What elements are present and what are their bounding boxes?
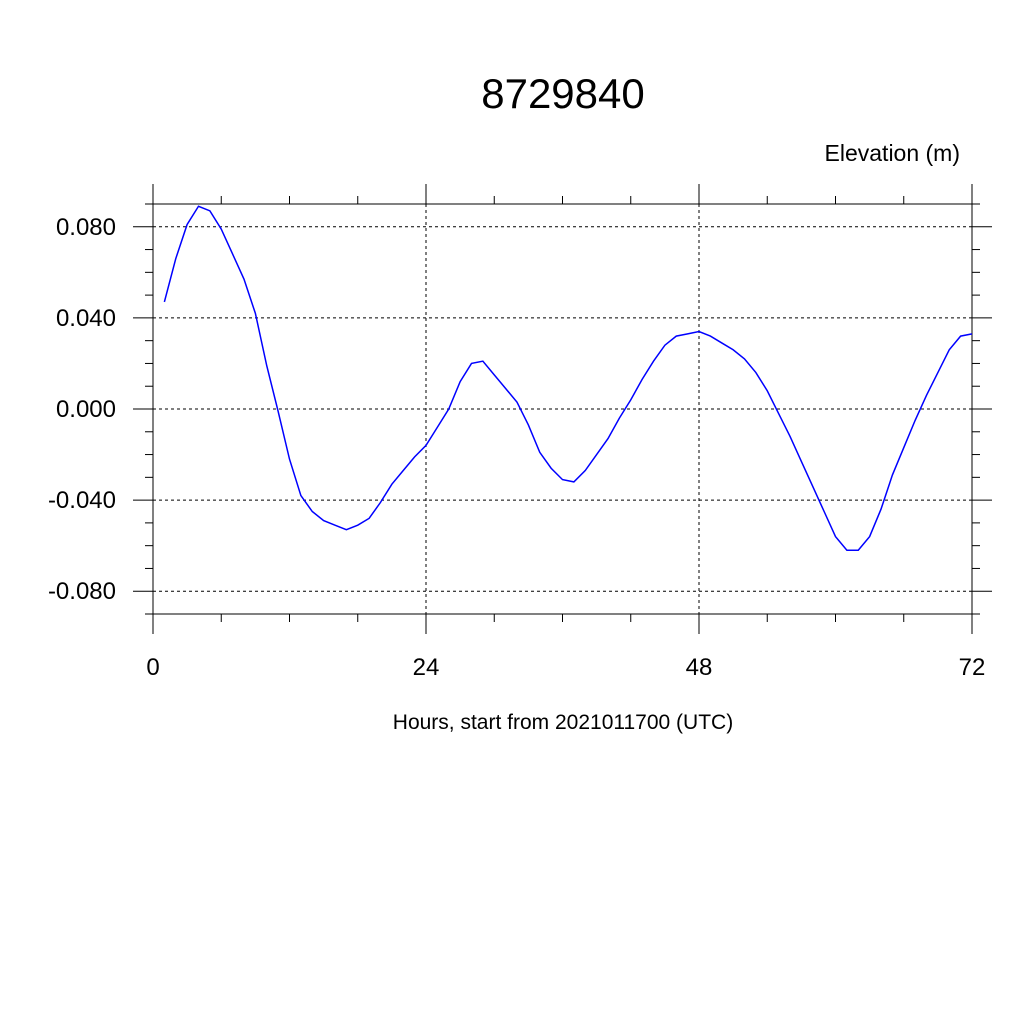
x-tick-label: 24	[413, 654, 440, 681]
y-tick-label: -0.040	[48, 487, 116, 514]
y-axis-label: Elevation (m)	[825, 140, 960, 166]
y-tick-label: 0.000	[56, 396, 116, 423]
x-tick-label: 0	[146, 654, 159, 681]
y-tick-label: -0.080	[48, 578, 116, 605]
x-tick-label: 48	[686, 654, 713, 681]
data-line	[163, 205, 973, 551]
chart-title: 8729840	[481, 70, 645, 117]
x-axis-label: Hours, start from 2021011700 (UTC)	[393, 711, 733, 734]
x-tick-label: 72	[959, 654, 986, 681]
y-tick-label: 0.040	[56, 305, 116, 332]
y-tick-label: 0.080	[56, 214, 116, 241]
